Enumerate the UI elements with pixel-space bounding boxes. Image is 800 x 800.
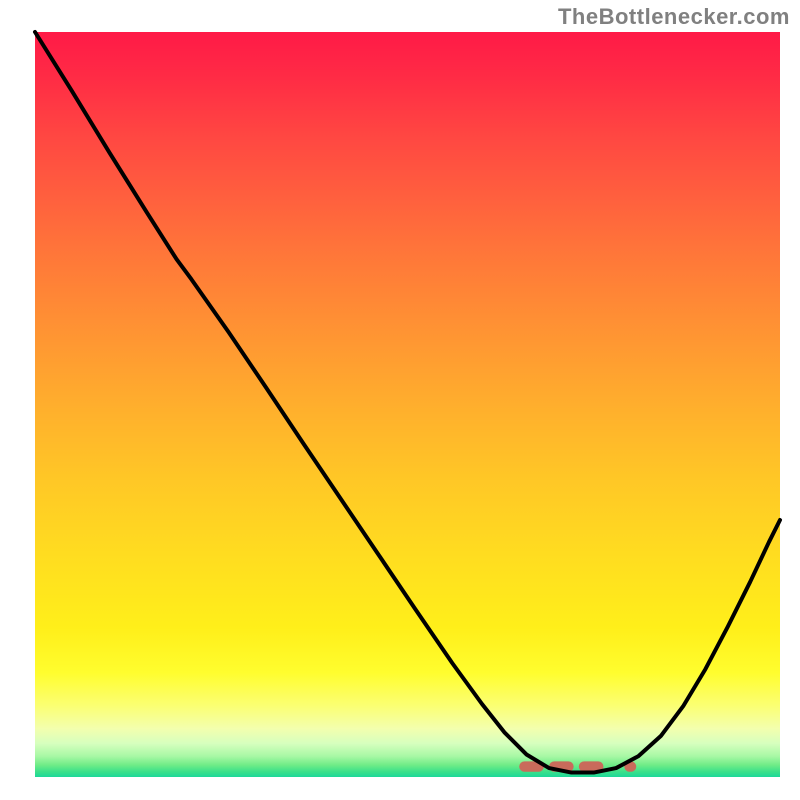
gradient-v-chart <box>0 0 800 800</box>
chart-stage: TheBottlenecker.com <box>0 0 800 800</box>
gradient-background <box>35 32 780 777</box>
